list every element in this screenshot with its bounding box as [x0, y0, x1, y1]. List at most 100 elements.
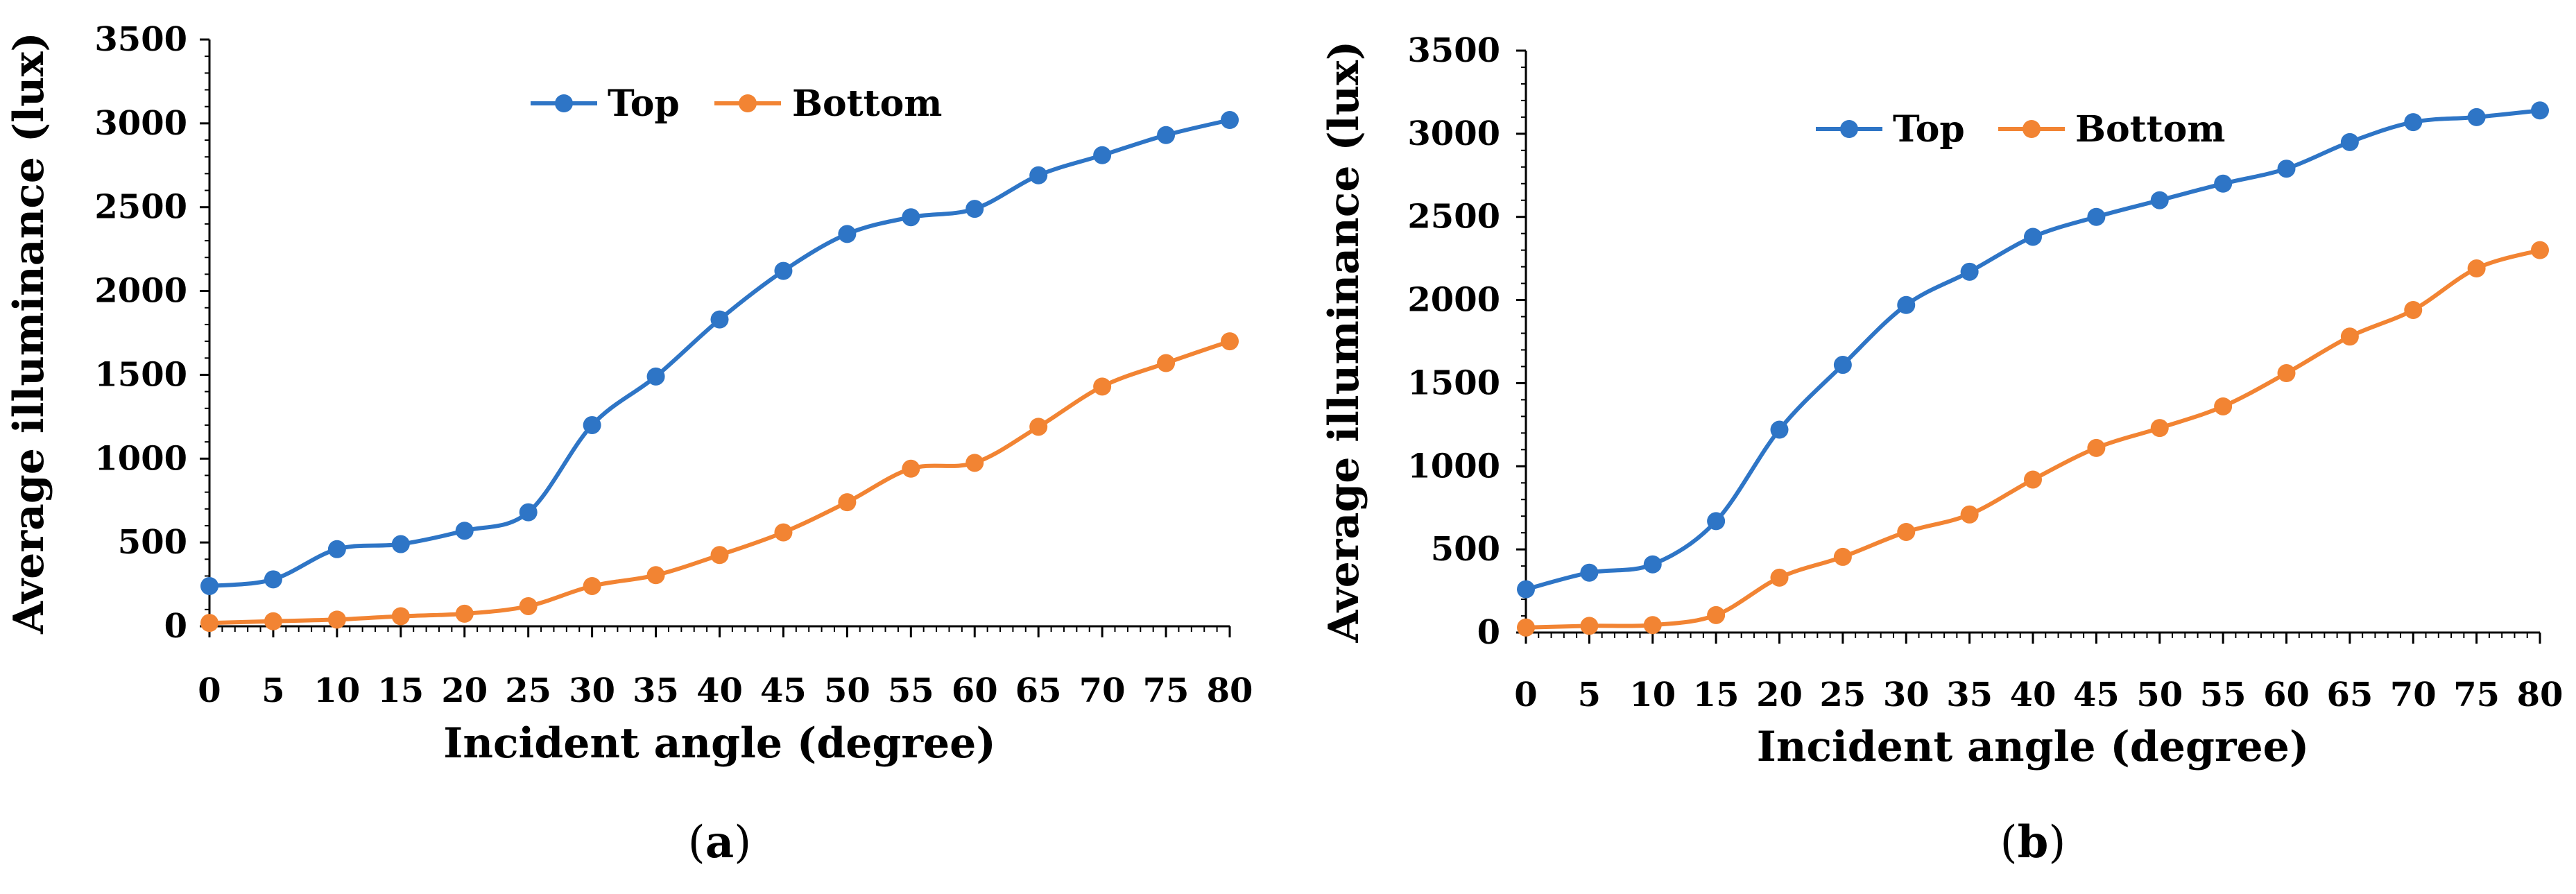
data-point-top	[2214, 174, 2233, 193]
x-tick-label: 75	[2453, 676, 2500, 714]
x-tick-label: 45	[760, 671, 807, 710]
data-point-top	[1517, 580, 1535, 599]
x-axis-title: Incident angle (degree)	[1757, 723, 2310, 771]
y-tick-label: 2000	[94, 272, 187, 311]
x-tick-label: 80	[1207, 671, 1253, 710]
x-tick-label: 35	[633, 671, 679, 710]
data-point-bottom	[1093, 377, 1112, 396]
x-tick-label: 5	[261, 671, 284, 710]
data-point-bottom	[710, 546, 729, 565]
y-tick-label: 1000	[1407, 447, 1500, 485]
data-point-bottom	[519, 596, 538, 615]
x-tick-label: 80	[2517, 676, 2564, 714]
y-tick-label: 2000	[1407, 281, 1500, 320]
data-point-top	[1221, 111, 1239, 130]
x-tick-label: 5	[1578, 676, 1601, 714]
data-point-bottom	[2150, 419, 2169, 438]
caption-paren-close: )	[2048, 817, 2066, 868]
x-tick-label: 20	[441, 671, 488, 710]
data-point-top	[583, 415, 601, 434]
legend-label-bottom: Bottom	[792, 83, 942, 125]
x-tick-label: 60	[2263, 676, 2310, 714]
y-tick-label: 1000	[94, 439, 187, 478]
data-point-top	[391, 535, 410, 553]
data-point-bottom	[2404, 300, 2423, 319]
data-point-top	[965, 200, 984, 218]
data-point-bottom	[1833, 547, 1852, 566]
data-point-bottom	[1221, 332, 1239, 351]
data-point-top	[2531, 101, 2549, 120]
data-point-bottom	[391, 607, 410, 626]
data-point-top	[2340, 132, 2359, 151]
x-tick-label: 0	[1514, 676, 1537, 714]
x-tick-label: 10	[314, 671, 360, 710]
x-tick-label: 55	[888, 671, 934, 710]
data-point-top	[710, 310, 729, 329]
caption-paren-open: (	[2000, 817, 2018, 868]
data-point-top	[902, 208, 920, 227]
x-tick-label: 15	[377, 671, 424, 710]
y-tick-label: 0	[164, 607, 187, 646]
data-point-bottom	[2214, 397, 2233, 415]
data-point-top	[646, 367, 665, 386]
x-tick-label: 45	[2073, 676, 2120, 714]
x-tick-label: 20	[1756, 676, 1803, 714]
data-point-top	[2404, 113, 2423, 132]
legend-label-top: Top	[1893, 108, 1965, 151]
caption-paren-close: )	[734, 817, 751, 868]
legend-marker-top	[555, 94, 573, 112]
data-point-top	[774, 261, 793, 280]
caption-paren-open: (	[688, 817, 705, 868]
data-point-bottom	[455, 604, 474, 623]
panel-caption: (b)	[2000, 816, 2066, 868]
data-point-bottom	[1770, 568, 1789, 587]
data-point-bottom	[2531, 241, 2549, 259]
x-tick-label: 40	[2010, 676, 2056, 714]
data-point-top	[2150, 191, 2169, 209]
data-point-bottom	[1897, 522, 1916, 541]
series-line-top	[209, 118, 1230, 588]
x-tick-label: 30	[569, 671, 615, 710]
x-tick-label: 70	[1079, 671, 1126, 710]
data-point-bottom	[2277, 364, 2296, 383]
data-point-top	[1157, 126, 1176, 144]
data-point-bottom	[2024, 470, 2042, 489]
data-point-top	[1897, 295, 1916, 314]
data-point-bottom	[264, 612, 282, 630]
data-point-top	[2087, 207, 2106, 226]
data-point-bottom	[1643, 616, 1662, 635]
data-point-top	[200, 576, 218, 595]
data-point-bottom	[1157, 354, 1176, 372]
legend-marker-top	[1840, 120, 1858, 138]
series-line-bottom	[1525, 248, 2541, 630]
legend-marker-bottom	[739, 94, 757, 112]
data-point-bottom	[1580, 617, 1599, 635]
data-point-top	[455, 522, 474, 540]
data-point-bottom	[1960, 505, 1979, 524]
x-tick-label: 0	[198, 671, 221, 710]
legend-label-bottom: Bottom	[2075, 108, 2225, 151]
data-point-top	[2277, 160, 2296, 178]
data-point-bottom	[1707, 605, 1726, 624]
x-tick-label: 55	[2200, 676, 2247, 714]
data-point-top	[1643, 555, 1662, 574]
y-tick-label: 2500	[1407, 198, 1500, 237]
y-tick-label: 500	[1431, 530, 1500, 569]
data-point-top	[1770, 420, 1789, 439]
y-tick-label: 1500	[94, 355, 187, 394]
data-point-top	[519, 503, 538, 522]
legend: Top Bottom	[1816, 108, 2225, 151]
y-tick-label: 3500	[94, 20, 187, 59]
y-tick-label: 500	[118, 523, 187, 562]
x-tick-label: 25	[1819, 676, 1866, 714]
x-axis-title: Incident angle (degree)	[443, 719, 996, 768]
x-tick-label: 65	[1015, 671, 1062, 710]
data-point-bottom	[2087, 438, 2106, 457]
caption-letter: a	[705, 816, 734, 868]
y-axis-title: Average illuminance (lux)	[1320, 41, 1368, 644]
x-tick-label: 65	[2326, 676, 2373, 714]
x-tick-label: 75	[1143, 671, 1190, 710]
legend: Top Bottom	[531, 83, 942, 125]
y-tick-label: 3000	[1407, 114, 1500, 153]
